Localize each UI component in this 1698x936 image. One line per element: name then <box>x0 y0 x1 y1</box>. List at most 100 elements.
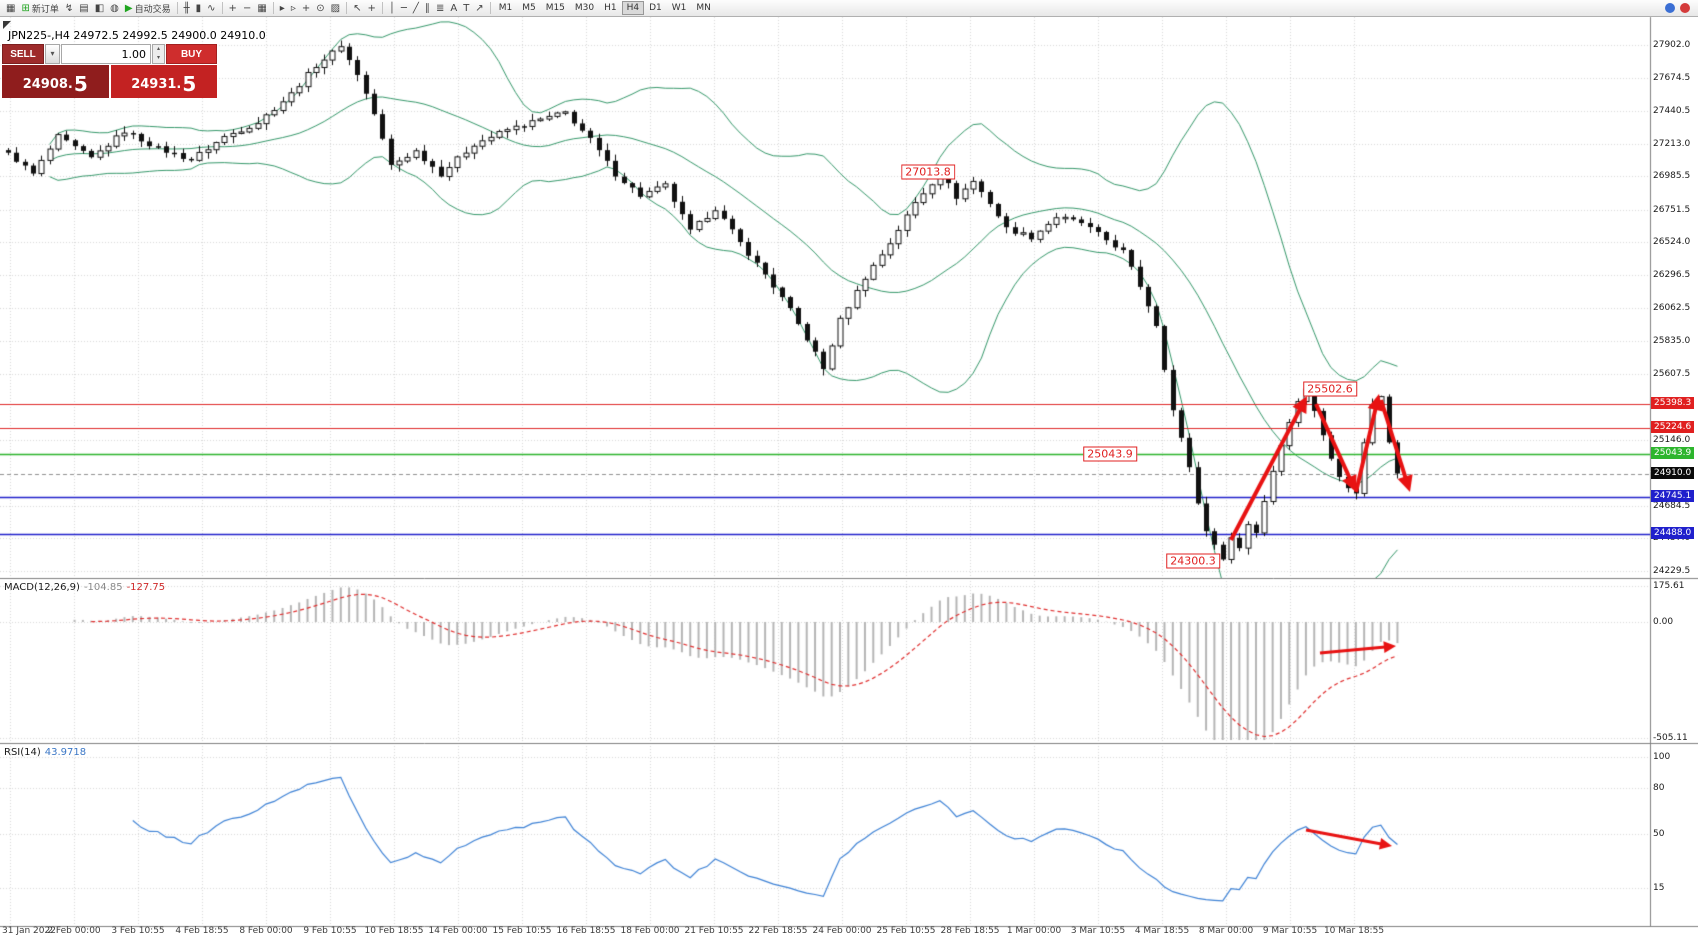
spin-up-icon: ▴ <box>156 45 160 52</box>
zoom-in-icon[interactable]: + <box>226 1 240 16</box>
timeframe-button-m1[interactable]: M1 <box>498 3 513 13</box>
time-axis-label: 8 Feb 00:00 <box>239 926 293 936</box>
timeframe-button-d1[interactable]: D1 <box>649 3 662 13</box>
spin-down-icon: ▾ <box>156 54 160 61</box>
order-type-dropdown[interactable]: ▾ <box>45 44 60 64</box>
arrows-tool-icon[interactable]: ↗ <box>472 1 486 16</box>
time-axis-label: 31 Jan 2022 <box>2 926 56 936</box>
price-axis-label: 26751.5 <box>1653 205 1691 215</box>
line-chart-icon-glyph: ∿ <box>207 2 216 14</box>
cursor-icon-glyph: ↖ <box>353 2 362 14</box>
crosshair-icon-glyph: + <box>367 2 376 14</box>
templates-icon[interactable]: ▨ <box>328 1 343 16</box>
text-icon[interactable]: A <box>447 1 460 16</box>
new-chart-icon[interactable]: ▦ <box>3 1 18 16</box>
tick-chart-icon[interactable]: ↯ <box>62 1 76 16</box>
info-icon-glyph: ◍ <box>110 2 119 14</box>
sound-icon[interactable]: ◧ <box>92 1 107 16</box>
tick-chart-icon-glyph: ↯ <box>64 2 74 14</box>
timeframe-button-h1[interactable]: H1 <box>604 3 617 13</box>
time-axis-label: 3 Feb 10:55 <box>111 926 165 936</box>
new-order-button[interactable]: ⊞ 新订单 <box>18 1 61 16</box>
candlestick-chart-icon-glyph: ▮ <box>195 2 202 14</box>
buy-price-display[interactable]: 24931. 5 <box>110 65 217 98</box>
zoom-in-icon-glyph: + <box>228 2 237 14</box>
bar-chart-icon[interactable]: ╫ <box>181 1 193 16</box>
auto-scroll-icon[interactable]: ▸ <box>277 1 288 16</box>
period-icon[interactable]: ⊙ <box>313 1 327 16</box>
trendline-icon-glyph: ╱ <box>412 2 419 14</box>
label-icon[interactable]: T <box>460 1 472 16</box>
horizontal-line-icon[interactable]: ─ <box>398 1 410 16</box>
time-axis-label: 25 Feb 10:55 <box>876 926 936 936</box>
market-depth-icon[interactable]: ▤ <box>76 1 91 16</box>
price-axis-tag: 24488.0 <box>1651 527 1695 539</box>
price-axis-label: 26062.5 <box>1653 303 1691 313</box>
toolbar-separator <box>272 2 274 14</box>
timeframe-button-m5[interactable]: M5 <box>522 3 536 13</box>
sell-button[interactable]: SELL <box>2 44 44 64</box>
price-annotation[interactable]: 25502.6 <box>1303 381 1357 397</box>
candlestick-chart-icon[interactable]: ▮ <box>193 1 205 16</box>
info-icon[interactable]: ◍ <box>107 1 122 16</box>
price-axis-label: 26524.0 <box>1653 237 1691 247</box>
chart-shift-icon-glyph: ▹ <box>290 2 296 14</box>
autotrade-button[interactable]: ▶ 自动交易 <box>122 1 174 16</box>
toolbar-separator <box>346 2 348 14</box>
toolbar-separator <box>489 2 491 14</box>
line-chart-icon[interactable]: ∿ <box>204 1 218 16</box>
collapse-trade-panel-icon[interactable] <box>3 21 11 29</box>
text-icon-glyph: A <box>450 2 458 14</box>
zoom-out-icon[interactable]: − <box>240 1 254 16</box>
timeframe-button-m30[interactable]: M30 <box>574 3 595 13</box>
time-axis-label: 4 Feb 18:55 <box>175 926 229 936</box>
community-icon[interactable] <box>1665 3 1675 13</box>
macd-name: MACD(12,26,9) <box>4 582 80 593</box>
alerts-icon[interactable] <box>1680 3 1690 13</box>
price-axis-label: 27674.5 <box>1653 73 1691 83</box>
buy-button[interactable]: BUY <box>166 44 217 64</box>
tile-windows-icon[interactable]: ▦ <box>254 1 269 16</box>
channel-icon-glyph: ∥ <box>424 2 430 14</box>
volume-input[interactable] <box>61 44 151 64</box>
time-axis-label: 4 Mar 18:55 <box>1134 926 1190 936</box>
time-axis-label: 9 Mar 10:55 <box>1262 926 1318 936</box>
rsi-axis-label: 100 <box>1653 752 1671 762</box>
chart-shift-icon[interactable]: ▹ <box>288 1 299 16</box>
time-axis-label: 22 Feb 18:55 <box>748 926 808 936</box>
macd-axis-label: 175.61 <box>1653 581 1685 591</box>
time-axis-label: 18 Feb 00:00 <box>620 926 680 936</box>
timeframe-button-h4[interactable]: H4 <box>621 1 645 15</box>
price-axis-label: 26985.5 <box>1653 171 1691 181</box>
rsi-axis-label: 50 <box>1653 829 1665 839</box>
time-axis-label: 14 Feb 00:00 <box>428 926 488 936</box>
timeframe-button-w1[interactable]: W1 <box>671 3 687 13</box>
sell-price-display[interactable]: 24908. 5 <box>2 65 109 98</box>
market-depth-icon-glyph: ▤ <box>79 2 89 14</box>
price-annotation[interactable]: 24300.3 <box>1166 553 1220 569</box>
time-axis-label: 28 Feb 18:55 <box>940 926 1000 936</box>
rsi-name: RSI(14) <box>4 747 41 758</box>
toolbar-right-icons <box>1665 3 1695 13</box>
macd-axis-label: -505.11 <box>1653 733 1688 743</box>
timeframe-button-m15[interactable]: M15 <box>545 3 565 13</box>
horizontal-line-icon-glyph: ─ <box>400 2 407 14</box>
volume-stepper[interactable]: ▴ ▾ <box>152 44 165 64</box>
trendline-icon[interactable]: ╱ <box>410 1 422 16</box>
channel-icon[interactable]: ∥ <box>422 1 433 16</box>
cursor-icon[interactable]: ↖ <box>350 1 364 16</box>
time-axis-label: 24 Feb 00:00 <box>812 926 872 936</box>
vertical-line-icon[interactable]: │ <box>386 1 398 16</box>
rsi-axis-label: 80 <box>1653 783 1665 793</box>
price-annotation[interactable]: 27013.8 <box>901 164 955 180</box>
timeframe-button-mn[interactable]: MN <box>696 3 711 13</box>
toolbar-separator <box>381 2 383 14</box>
price-annotation[interactable]: 25043.9 <box>1083 446 1137 462</box>
bar-chart-icon-glyph: ╫ <box>183 2 190 14</box>
fibonacci-icon[interactable]: ≣ <box>433 1 447 16</box>
buy-price-main: 24931. <box>131 77 182 92</box>
new-chart-icon-glyph: ▦ <box>6 2 16 14</box>
add-indicator-icon[interactable]: + <box>299 1 313 16</box>
crosshair-icon[interactable]: + <box>364 1 378 16</box>
